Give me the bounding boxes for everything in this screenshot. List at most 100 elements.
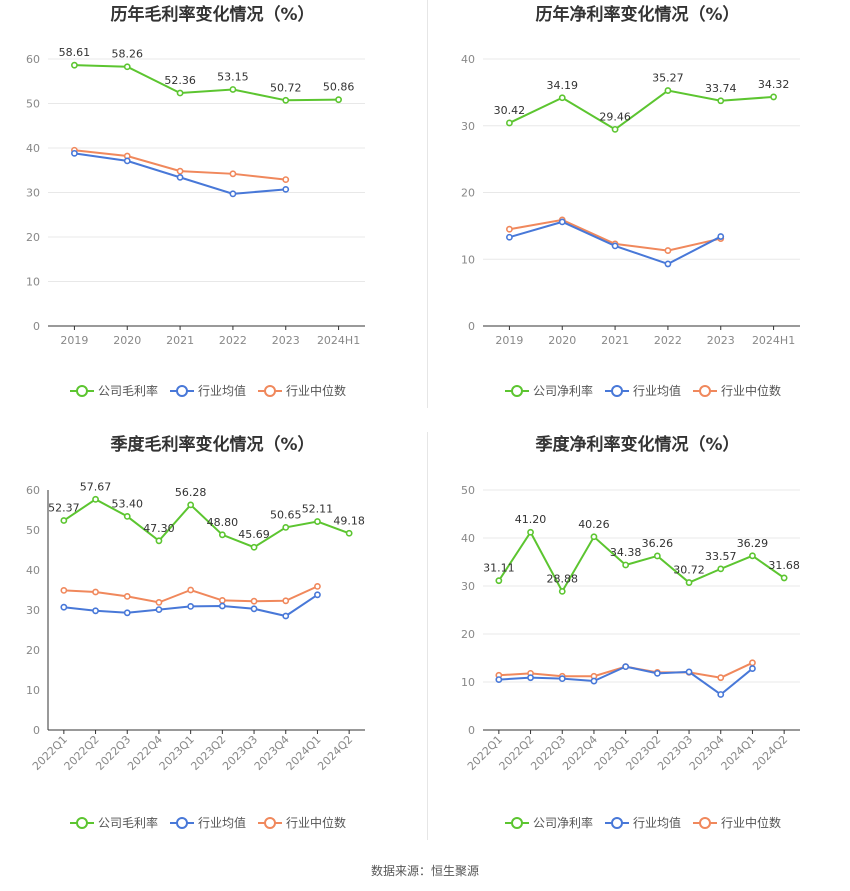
y-tick-label: 30 bbox=[26, 187, 40, 200]
data-label: 52.36 bbox=[164, 74, 196, 87]
data-point-avg bbox=[717, 691, 725, 698]
x-tick-label: 2024H1 bbox=[752, 334, 795, 347]
legend-item-company: 公司净利率 bbox=[505, 383, 593, 398]
legend-item-median: 行业中位数 bbox=[258, 815, 346, 830]
data-label: 50.72 bbox=[270, 81, 302, 94]
y-tick-label: 40 bbox=[461, 53, 475, 66]
data-label: 45.69 bbox=[238, 528, 270, 541]
data-point-median bbox=[664, 247, 672, 254]
data-point-company bbox=[558, 94, 566, 102]
data-point-company bbox=[780, 574, 788, 582]
series-line-company bbox=[63, 498, 350, 549]
x-tick-label: 2019 bbox=[60, 334, 88, 347]
data-point-company bbox=[506, 119, 513, 127]
x-tick-label: 2020 bbox=[548, 334, 576, 347]
y-tick-label: 50 bbox=[461, 484, 475, 497]
data-label: 58.61 bbox=[59, 46, 91, 59]
series-line-avg bbox=[498, 665, 754, 696]
data-point-company bbox=[622, 561, 630, 569]
data-point-company bbox=[282, 96, 290, 104]
data-point-company bbox=[71, 61, 78, 69]
data-point-median bbox=[250, 597, 258, 605]
data-label: 41.20 bbox=[515, 513, 547, 526]
data-point-avg bbox=[590, 677, 598, 685]
data-point-company bbox=[345, 529, 353, 537]
y-tick-label: 30 bbox=[461, 580, 475, 593]
annual-gross-margin-chart: 历年毛利率变化情况（%） 0 10 20 30 40 50 60 2019 2020 2021 202… bbox=[26, 4, 365, 398]
legend-swatch-marker bbox=[264, 817, 276, 829]
y-tick-label: 20 bbox=[26, 644, 40, 657]
y-tick-label: 10 bbox=[461, 253, 475, 266]
data-point-median bbox=[506, 225, 513, 233]
legend-swatch-marker bbox=[76, 817, 88, 829]
legend-label: 公司毛利率 bbox=[98, 815, 158, 830]
panel-divider-top bbox=[427, 0, 428, 408]
data-point-company bbox=[123, 63, 131, 71]
annual-net-margin-chart: 历年净利率变化情况（%） 0 10 20 30 40 2019 2020 2021 2022 202… bbox=[461, 4, 800, 398]
data-point-avg bbox=[314, 591, 321, 599]
legend-item-avg: 行业均值 bbox=[605, 383, 681, 398]
data-point-median bbox=[176, 167, 184, 175]
data-label: 53.15 bbox=[217, 70, 249, 83]
data-point-avg bbox=[622, 663, 630, 671]
data-label: 52.11 bbox=[302, 503, 334, 516]
data-label: 53.40 bbox=[112, 497, 144, 510]
legend-item-median: 行业中位数 bbox=[258, 383, 346, 398]
chart-title: 历年净利率变化情况（%） bbox=[535, 4, 739, 25]
data-point-avg bbox=[60, 603, 68, 611]
legend-label: 行业均值 bbox=[198, 815, 246, 830]
data-point-company bbox=[495, 577, 503, 585]
data-point-avg bbox=[717, 233, 725, 240]
data-label: 57.67 bbox=[80, 480, 112, 493]
data-label: 50.86 bbox=[323, 81, 355, 94]
data-point-company bbox=[314, 518, 321, 525]
data-label: 31.11 bbox=[483, 562, 514, 575]
legend-item-company: 公司净利率 bbox=[505, 815, 593, 830]
y-tick-label: 40 bbox=[26, 564, 40, 577]
quarterly-gross-margin-chart: 季度毛利率变化情况（%）01020304050602022Q12022Q2202… bbox=[26, 434, 365, 830]
chart-title: 季度毛利率变化情况（%） bbox=[110, 434, 314, 455]
legend-swatch-marker bbox=[611, 385, 623, 397]
data-point-company bbox=[527, 528, 534, 536]
data-point-median bbox=[92, 588, 99, 596]
data-source-note: 数据来源：恒生聚源 bbox=[370, 864, 479, 878]
data-point-avg bbox=[685, 668, 693, 676]
data-point-median bbox=[314, 582, 321, 590]
series-line-company bbox=[74, 64, 339, 102]
legend-swatch-marker bbox=[699, 817, 711, 829]
legend-item-avg: 行业均值 bbox=[170, 383, 246, 398]
data-point-avg bbox=[506, 233, 513, 241]
data-point-avg bbox=[653, 669, 661, 677]
data-point-company bbox=[123, 513, 131, 520]
y-tick-label: 10 bbox=[26, 684, 40, 697]
x-tick-label: 2020 bbox=[113, 334, 141, 347]
data-label: 40.26 bbox=[578, 518, 610, 531]
y-tick-label: 50 bbox=[26, 524, 40, 537]
legend-swatch-marker bbox=[264, 385, 276, 397]
y-tick-label: 30 bbox=[26, 604, 40, 617]
data-point-company bbox=[335, 96, 342, 104]
data-point-avg bbox=[611, 242, 619, 250]
data-label: 48.80 bbox=[207, 516, 239, 529]
legend-label: 行业中位数 bbox=[286, 383, 346, 398]
data-point-median bbox=[123, 592, 131, 600]
legend-label: 行业均值 bbox=[198, 383, 246, 398]
data-point-company bbox=[685, 579, 693, 586]
panel-divider-bottom bbox=[427, 432, 428, 840]
data-point-median bbox=[218, 596, 226, 604]
legend-swatch-marker bbox=[76, 385, 88, 397]
quarterly-net-margin-chart: 季度净利率变化情况（%）010203040502022Q12022Q22022Q… bbox=[461, 434, 800, 830]
y-tick-label: 30 bbox=[461, 120, 475, 133]
y-tick-label: 20 bbox=[461, 187, 475, 200]
data-point-median bbox=[229, 170, 237, 178]
data-point-company bbox=[218, 531, 226, 539]
data-point-company bbox=[558, 587, 566, 595]
series-line-company bbox=[498, 530, 785, 594]
data-point-company bbox=[749, 552, 756, 560]
data-point-median bbox=[282, 176, 290, 183]
data-point-company bbox=[250, 543, 258, 551]
data-label: 49.18 bbox=[333, 514, 365, 527]
x-tick-label: 2024H1 bbox=[317, 334, 360, 347]
data-point-avg bbox=[282, 185, 290, 193]
data-label: 47.30 bbox=[143, 522, 175, 535]
